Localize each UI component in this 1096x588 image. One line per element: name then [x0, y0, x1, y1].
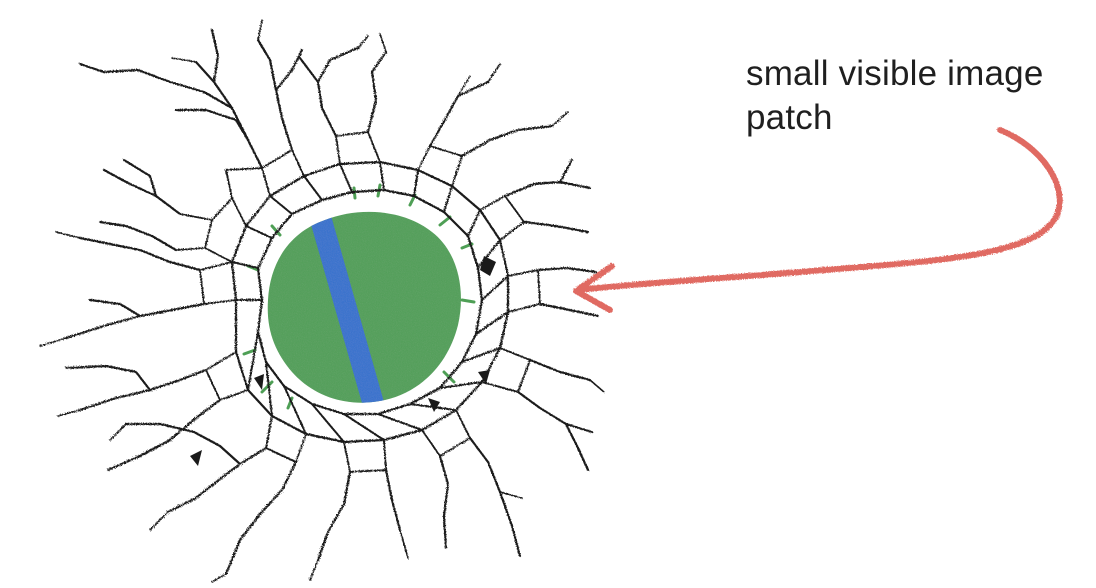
annotation-line-1: small visible image: [746, 54, 1044, 93]
annotation-line-2: patch: [746, 98, 833, 137]
patch-fill: [267, 211, 461, 403]
visible-image-patch: [267, 211, 461, 403]
arrow-head: [573, 263, 615, 313]
patch-blue-stripe: [308, 212, 384, 403]
arrow-shaft: [575, 127, 1063, 293]
cracked-glass-hole-icon: [39, 19, 605, 583]
annotation-label: small visible image patch: [746, 52, 1086, 140]
dark-shards: [190, 256, 496, 466]
cracks: [39, 19, 605, 583]
curved-arrow-icon: [573, 127, 1063, 313]
